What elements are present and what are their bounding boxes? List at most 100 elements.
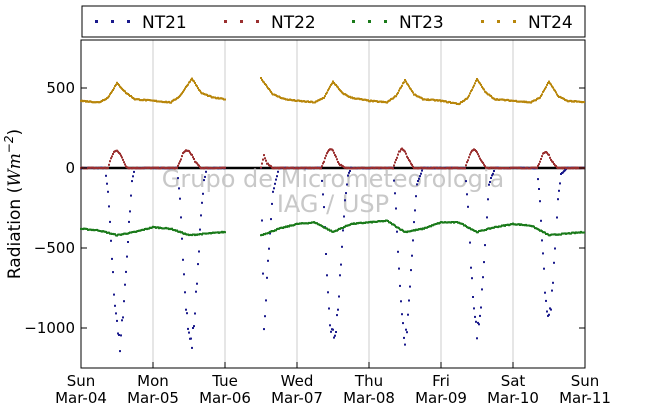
data-point — [327, 150, 329, 153]
data-point — [406, 155, 408, 158]
data-point — [492, 172, 494, 175]
data-point — [488, 183, 490, 186]
data-point — [559, 182, 561, 185]
data-point — [132, 175, 134, 178]
legend-marker — [384, 20, 387, 23]
data-point — [393, 96, 395, 99]
data-point — [472, 296, 474, 298]
data-point — [480, 306, 482, 309]
legend-label: NT23 — [399, 13, 444, 33]
data-point — [339, 274, 341, 277]
data-point — [325, 253, 327, 255]
data-point — [320, 167, 322, 170]
data-point — [170, 101, 172, 104]
series-nt24 — [80, 77, 585, 106]
data-point — [401, 147, 403, 150]
x-tick-day: Thu — [354, 372, 383, 390]
data-point — [180, 158, 182, 161]
data-point — [276, 175, 278, 178]
data-point — [466, 193, 468, 196]
data-point — [392, 97, 394, 100]
data-point — [178, 162, 180, 165]
data-point — [183, 273, 185, 276]
legend-marker — [256, 20, 259, 23]
data-point — [120, 86, 122, 89]
data-point — [540, 94, 542, 97]
data-point — [471, 277, 473, 280]
data-point — [261, 219, 263, 222]
data-point — [111, 155, 113, 158]
data-point — [206, 93, 208, 96]
data-point — [343, 215, 345, 218]
data-point — [555, 165, 557, 168]
data-point — [196, 282, 198, 285]
data-point — [419, 175, 421, 178]
data-point — [413, 221, 415, 224]
data-point — [334, 154, 336, 157]
data-point — [260, 166, 262, 169]
data-point — [469, 227, 471, 230]
data-point — [179, 94, 181, 97]
data-point — [125, 270, 127, 273]
data-point — [410, 269, 412, 272]
data-point — [195, 84, 197, 87]
data-point — [187, 327, 189, 330]
data-point — [348, 171, 350, 174]
data-point — [408, 85, 410, 88]
data-point — [270, 218, 272, 221]
data-point — [539, 200, 541, 203]
x-tick-date: Mar-04 — [55, 389, 107, 407]
data-point — [180, 216, 182, 219]
data-point — [399, 150, 401, 153]
data-point — [178, 95, 180, 98]
data-point — [481, 160, 483, 163]
data-point — [124, 90, 126, 93]
data-point — [547, 314, 549, 317]
data-point — [190, 78, 192, 81]
data-point — [545, 299, 547, 302]
data-point — [108, 163, 110, 166]
data-point — [179, 160, 181, 163]
legend-label: NT21 — [142, 13, 187, 33]
legend: NT21 NT22 NT23 NT24 — [81, 5, 586, 38]
data-point — [401, 84, 403, 87]
data-point — [224, 98, 226, 101]
data-point — [409, 285, 411, 288]
data-point — [551, 289, 553, 292]
data-point — [330, 83, 332, 86]
legend-marker — [95, 20, 98, 23]
y-axis-ticks: −1000 −500 0 500 — [24, 79, 585, 337]
data-point — [124, 163, 126, 166]
data-point — [187, 83, 189, 86]
data-point — [130, 194, 132, 197]
data-point — [120, 334, 122, 337]
data-point — [266, 85, 268, 88]
data-point — [541, 93, 543, 96]
x-tick-date: Mar-09 — [415, 389, 467, 407]
data-point — [344, 199, 346, 202]
data-point — [111, 257, 113, 260]
data-point — [197, 87, 199, 90]
data-point — [338, 162, 340, 165]
data-point — [405, 80, 407, 83]
data-point — [410, 162, 412, 165]
x-tick-date: Mar-10 — [487, 389, 539, 407]
data-point — [266, 276, 268, 279]
data-point — [338, 88, 340, 91]
data-point — [199, 228, 201, 231]
data-point — [546, 83, 548, 86]
data-point — [274, 182, 276, 185]
data-point — [472, 86, 474, 89]
data-point — [395, 95, 397, 98]
data-point — [554, 89, 556, 92]
data-point — [263, 154, 265, 157]
data-point — [110, 239, 112, 242]
data-point — [554, 247, 556, 250]
data-point — [417, 180, 419, 182]
data-point — [115, 312, 117, 315]
data-point — [270, 165, 272, 168]
data-point — [326, 274, 328, 277]
data-point — [407, 157, 409, 160]
data-point — [473, 307, 475, 310]
